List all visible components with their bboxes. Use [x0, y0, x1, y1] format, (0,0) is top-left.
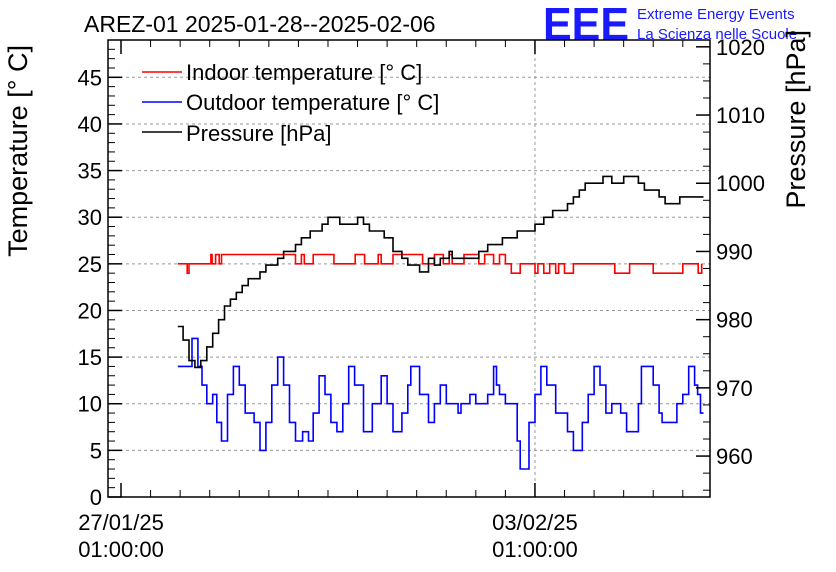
x-tick-label-date: 03/02/25 [492, 510, 578, 535]
series-layer [177, 175, 704, 470]
series-line-pressure [177, 175, 704, 369]
y-tick-label: 30 [78, 205, 102, 230]
legend-label-indoor: Indoor temperature [° C] [186, 60, 422, 85]
y-tick-label: 20 [78, 298, 102, 323]
y2-tick-label: 1020 [716, 35, 765, 60]
eee-logo-line2: La Scienza nelle Scuole [637, 26, 797, 43]
y2-tick-label: 960 [716, 444, 753, 469]
chart-title: AREZ-01 2025-01-28--2025-02-06 [84, 11, 436, 37]
y-tick-label: 35 [78, 159, 102, 184]
x-tick-label-time: 01:00:00 [492, 537, 578, 562]
legend-label-outdoor: Outdoor temperature [° C] [186, 90, 439, 115]
y2-tick-label: 970 [716, 376, 753, 401]
eee-logo: EEE Extreme Energy Events La Scienza nel… [543, 0, 797, 50]
y-tick-label: 40 [78, 112, 102, 137]
x-tick-label-time: 01:00:00 [78, 537, 164, 562]
left-axis: 0 5 10 15 20 25 30 35 40 45 [78, 48, 122, 510]
series-line-outdoor [177, 337, 704, 470]
y-tick-label: 0 [90, 485, 102, 510]
y-tick-label: 25 [78, 252, 102, 277]
y2-tick-label: 990 [716, 239, 753, 264]
y-tick-label: 15 [78, 345, 102, 370]
legend-label-pressure: Pressure [hPa] [186, 121, 332, 146]
eee-logo-line1: Extreme Energy Events [637, 6, 795, 23]
y-tick-label: 5 [90, 438, 102, 463]
y2-tick-label: 980 [716, 308, 753, 333]
y2-axis-label: Pressure [hPa] [781, 30, 811, 209]
legend-item-pressure: Pressure [hPa] [142, 121, 332, 146]
y2-tick-label: 1010 [716, 103, 765, 128]
plot-area: 0 5 10 15 20 25 30 35 40 45 960 970 980 990 1000 1010 1… [78, 35, 765, 562]
legend-item-indoor: Indoor temperature [° C] [142, 60, 422, 85]
right-axis: 960 970 980 990 1000 1010 1020 [696, 35, 765, 491]
y-tick-label: 45 [78, 65, 102, 90]
legend: Indoor temperature [° C] Outdoor tempera… [142, 60, 439, 146]
eee-logo-mark: EEE [543, 0, 629, 50]
x-tick-label-date: 27/01/25 [78, 510, 164, 535]
y-tick-label: 10 [78, 392, 102, 417]
legend-item-outdoor: Outdoor temperature [° C] [142, 90, 439, 115]
y2-tick-label: 1000 [716, 171, 765, 196]
y-axis-label: Temperature [° C] [3, 45, 33, 257]
